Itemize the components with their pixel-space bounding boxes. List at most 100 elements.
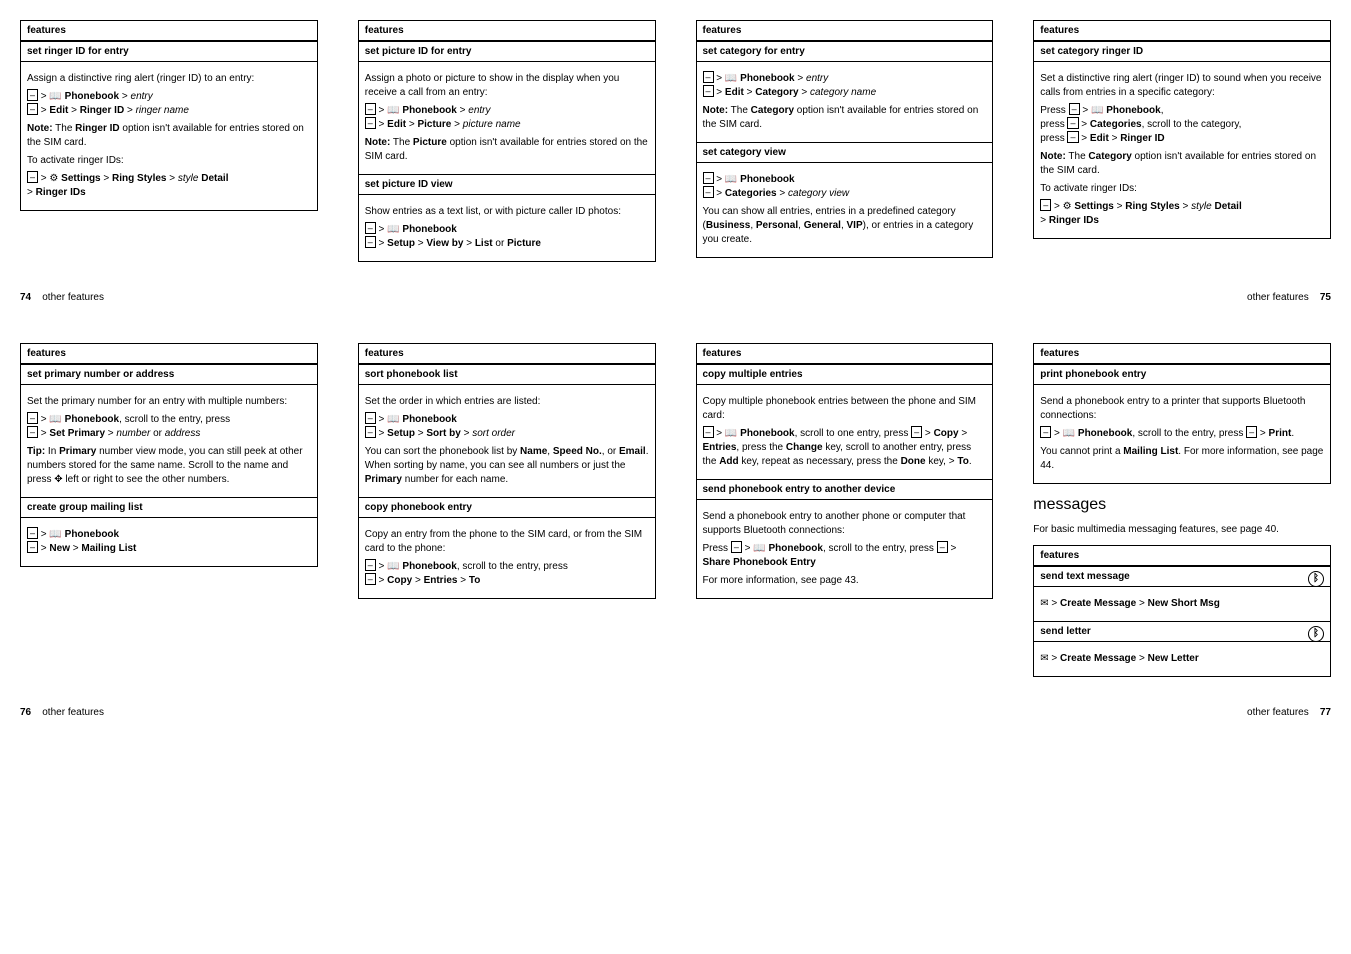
menu-icon: – <box>27 412 38 424</box>
section-title: copy phonebook entry <box>359 497 655 518</box>
text: Set the primary number for an entry with… <box>27 395 311 409</box>
text: , scroll to the entry, press <box>823 543 937 554</box>
label: Mailing List <box>1123 446 1178 457</box>
page-number: 77 <box>1320 707 1331 718</box>
menu-path: – > Phonebook – > Setup > View by > List… <box>365 223 649 251</box>
label: Category <box>755 87 798 98</box>
label: Setup <box>387 238 415 249</box>
menu-path: – > Phonebook – > Setup > Sort by > sort… <box>365 413 649 441</box>
menu-icon: – <box>27 89 38 101</box>
features-header: features <box>697 21 993 41</box>
label: Phonebook <box>402 224 456 235</box>
label: Detail <box>201 173 228 184</box>
label: Copy <box>934 428 959 439</box>
bluetooth-icon: ᛒ <box>1308 571 1324 587</box>
label: Phonebook <box>1078 428 1132 439</box>
text: You cannot print a Mailing List. For mor… <box>1040 445 1324 473</box>
label: VIP <box>847 220 863 231</box>
text: Send a phonebook entry to another phone … <box>703 510 987 538</box>
text: , scroll to one entry, press <box>795 428 912 439</box>
label: Settings <box>1074 201 1113 212</box>
menu-icon: – <box>27 527 38 539</box>
text: , scroll to the entry, press <box>457 561 568 572</box>
section-body: Assign a distinctive ring alert (ringer … <box>21 62 317 210</box>
section-body: – > Phonebook – > New > Mailing List <box>21 518 317 566</box>
page-number: 76 <box>20 707 31 718</box>
label: Done <box>901 456 926 467</box>
section-body: Set a distinctive ring alert (ringer ID)… <box>1034 62 1330 238</box>
menu-path: Press – > Phonebook, press – > Categorie… <box>1040 104 1324 146</box>
label: Primary <box>59 446 96 457</box>
menu-path: > Create Message > New Short Msg <box>1040 597 1324 611</box>
text: Set the order in which entries are liste… <box>365 395 649 409</box>
menu-icon: – <box>703 172 714 184</box>
text: For basic multimedia messaging features,… <box>1033 524 1331 535</box>
menu-icon: – <box>1040 199 1051 211</box>
text: option isn't available for entries store… <box>1040 151 1316 176</box>
text: You can sort the phonebook list by Name,… <box>365 445 649 487</box>
col-print-messages: features print phonebook entry Send a ph… <box>1033 343 1331 677</box>
menu-path: – > Phonebook – > Categories > category … <box>703 173 987 201</box>
label: Setup <box>387 428 415 439</box>
label: General <box>804 220 841 231</box>
menu-path: > Create Message > New Letter <box>1040 652 1324 666</box>
section-body: – > Phonebook – > Categories > category … <box>697 163 993 257</box>
label: Edit <box>725 87 744 98</box>
menu-icon: – <box>365 103 376 115</box>
label: Categories <box>1090 119 1142 130</box>
label: Entries <box>424 575 458 586</box>
label: Sort by <box>426 428 460 439</box>
label: Print <box>1269 428 1292 439</box>
label: List <box>475 238 493 249</box>
features-header: features <box>1034 344 1330 364</box>
phonebook-icon <box>753 543 765 554</box>
text: Copy multiple phonebook entries between … <box>703 395 987 423</box>
section-title: send phonebook entry to another device <box>697 479 993 500</box>
label: Name <box>520 446 547 457</box>
text: Assign a photo or picture to show in the… <box>365 72 649 100</box>
note: Note: The Category option isn't availabl… <box>1040 150 1324 178</box>
menu-icon: – <box>1246 426 1257 438</box>
label: Category <box>751 105 794 116</box>
label: Set Primary <box>49 428 105 439</box>
mail-icon <box>1040 653 1048 664</box>
menu-icon: – <box>27 541 38 553</box>
menu-icon: – <box>937 541 948 553</box>
label: Phonebook <box>740 73 794 84</box>
menu-path: – > Phonebook, scroll to the entry, pres… <box>365 560 649 588</box>
page-75: other features 75 <box>676 292 1332 303</box>
page-number: 74 <box>20 292 31 303</box>
label: New Letter <box>1148 653 1199 664</box>
text: To activate ringer IDs: <box>27 154 311 168</box>
label: entry <box>468 105 490 116</box>
label: Business <box>706 220 750 231</box>
text: key, > <box>926 456 958 467</box>
section-title: copy multiple entries <box>697 364 993 385</box>
messages-heading: messages <box>1033 496 1331 514</box>
menu-icon: – <box>1069 103 1080 115</box>
phonebook-icon <box>49 529 61 540</box>
label: Settings <box>61 173 100 184</box>
tip: Tip: In Primary number view mode, you ca… <box>27 445 311 487</box>
label: Primary <box>365 474 402 485</box>
label: Ringer ID <box>80 105 124 116</box>
label: address <box>165 428 201 439</box>
text: Show entries as a text list, or with pic… <box>365 205 649 219</box>
label: category name <box>810 87 876 98</box>
features-header: features <box>359 344 655 364</box>
menu-icon: – <box>365 117 376 129</box>
text: , scroll to the entry, press <box>1132 428 1246 439</box>
menu-path: – > Phonebook > entry – > Edit > Categor… <box>703 72 987 100</box>
features-header: features <box>1034 546 1330 566</box>
menu-icon: – <box>703 85 714 97</box>
label: send letter <box>1040 626 1091 637</box>
section-body: – > Phonebook > entry – > Edit > Categor… <box>697 62 993 142</box>
phonebook-icon <box>49 414 61 425</box>
text: Set a distinctive ring alert (ringer ID)… <box>1040 72 1324 100</box>
footer-76-77: 76 other features other features 77 <box>20 707 1331 718</box>
footer-label: other features <box>1247 707 1309 718</box>
mail-icon <box>1040 598 1048 609</box>
label: Phonebook <box>740 174 794 185</box>
label: Phonebook <box>402 414 456 425</box>
features-header: features <box>21 21 317 41</box>
